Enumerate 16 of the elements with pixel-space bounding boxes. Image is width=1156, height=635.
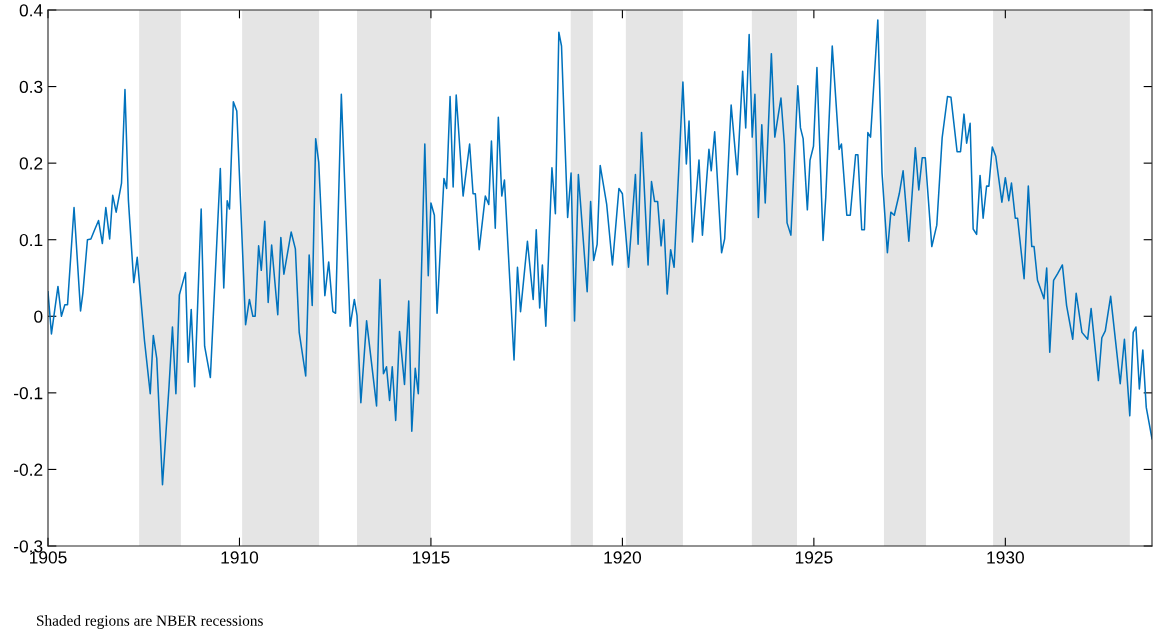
x-tick-label: 1920 — [604, 551, 642, 564]
x-tick-label: 1925 — [795, 551, 833, 564]
y-tick-label: -0.1 — [14, 387, 43, 400]
y-tick-label: 0.1 — [19, 233, 43, 247]
y-tick-label: 0.4 — [19, 4, 43, 17]
y-tick-label: 0.3 — [19, 80, 43, 94]
y-tick-label: -0.2 — [14, 463, 43, 476]
text: Shaded regions are NBER recessions — [37, 615, 263, 629]
y-tick-label: 0.2 — [19, 157, 43, 170]
line-series — [48, 19, 1152, 486]
x-tick-label: 1915 — [412, 551, 450, 564]
y-tick-label: -0.3 — [14, 540, 43, 553]
x-tick-label: 1930 — [987, 551, 1024, 564]
x-tick-label: 1910 — [221, 551, 259, 564]
y-tick-label: 0 — [34, 310, 43, 323]
x-tick-label: 1905 — [30, 551, 67, 564]
